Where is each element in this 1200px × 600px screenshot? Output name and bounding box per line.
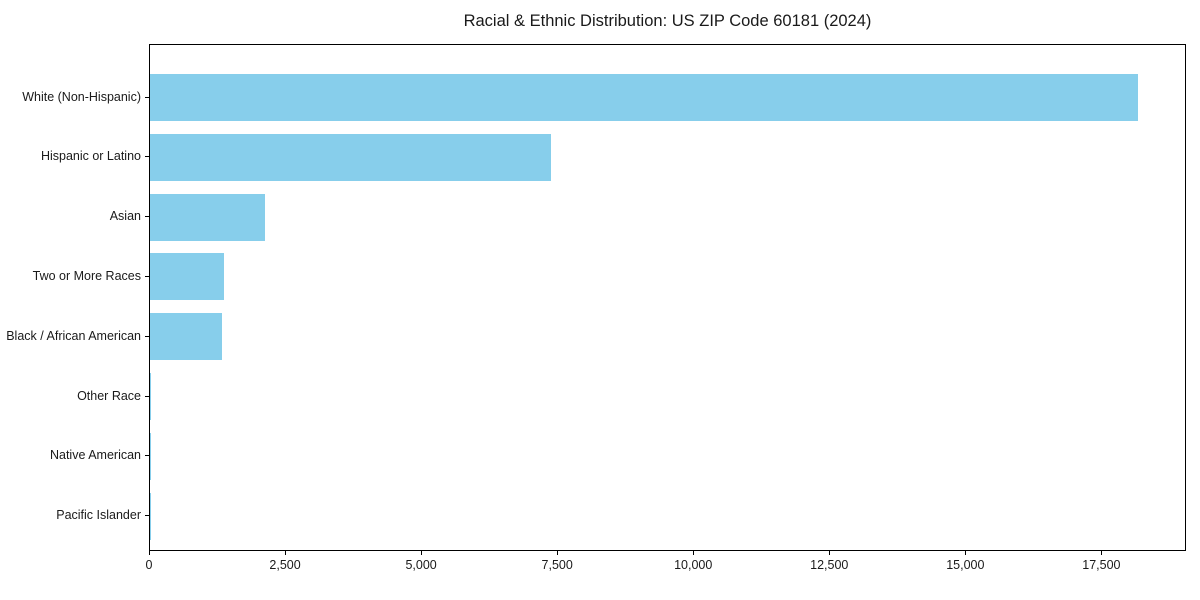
y-tick-label: Hispanic or Latino bbox=[40, 149, 141, 164]
y-tick-label: Other Race bbox=[77, 388, 141, 403]
x-tick-label: 12,500 bbox=[810, 558, 849, 572]
x-tick-label: 2,500 bbox=[269, 558, 301, 572]
x-tick-mark bbox=[965, 551, 967, 555]
y-tick-mark bbox=[145, 395, 149, 397]
x-tick-mark bbox=[421, 551, 423, 555]
y-tick-mark bbox=[145, 96, 149, 98]
y-tick-mark bbox=[145, 275, 149, 277]
chart-title: Racial & Ethnic Distribution: US ZIP Cod… bbox=[463, 12, 872, 30]
x-tick-mark bbox=[557, 551, 559, 555]
bar-native-american bbox=[150, 432, 151, 480]
y-tick-label: Pacific Islander bbox=[56, 508, 141, 523]
y-tick-label: White (Non-Hispanic) bbox=[22, 89, 141, 104]
x-tick-label: 17,500 bbox=[1082, 558, 1121, 572]
x-tick-label: 0 bbox=[145, 558, 153, 572]
x-tick-label: 7,500 bbox=[541, 558, 573, 572]
x-tick-mark bbox=[829, 551, 831, 555]
bar-two-or-more-races bbox=[150, 253, 224, 301]
x-tick-mark bbox=[149, 551, 150, 555]
y-tick-mark bbox=[145, 515, 149, 517]
y-tick-label: Native American bbox=[49, 448, 141, 463]
y-tick-label: Asian bbox=[109, 209, 141, 224]
y-tick-mark bbox=[145, 455, 149, 457]
x-tick-label: 5,000 bbox=[405, 558, 437, 572]
bar-other-race bbox=[150, 373, 152, 420]
x-tick-mark bbox=[693, 551, 695, 555]
plot-area bbox=[149, 44, 1186, 551]
x-tick-label: 15,000 bbox=[946, 558, 985, 572]
y-tick-mark bbox=[145, 216, 149, 218]
y-tick-label: Two or More Races bbox=[32, 268, 141, 283]
x-tick-mark bbox=[1101, 551, 1103, 555]
y-tick-mark bbox=[145, 335, 149, 337]
y-tick-label: Black / African American bbox=[6, 328, 141, 343]
bar-white-non-hispanic bbox=[150, 74, 1138, 121]
bar-black-african-american bbox=[150, 313, 223, 361]
x-tick-mark bbox=[285, 551, 287, 555]
x-tick-label: 10,000 bbox=[674, 558, 713, 572]
bar-hispanic-or-latino bbox=[150, 133, 552, 181]
bar-asian bbox=[150, 193, 266, 241]
y-tick-mark bbox=[145, 156, 149, 158]
